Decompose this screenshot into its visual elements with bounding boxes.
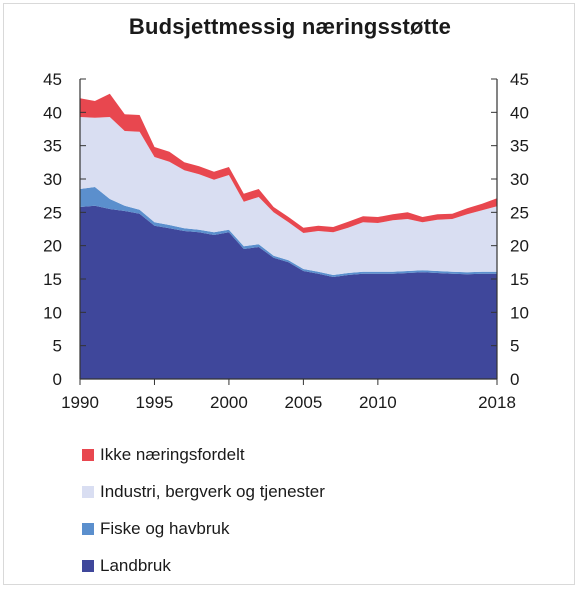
y-tick-label-left: 45	[43, 70, 62, 89]
legend-item: Ikke næringsfordelt	[82, 436, 325, 473]
area-series	[80, 117, 497, 275]
y-tick-label-left: 20	[43, 237, 62, 256]
x-tick-label: 2018	[478, 393, 516, 412]
legend-swatch	[82, 559, 94, 572]
y-tick-label-right: 40	[510, 103, 529, 122]
chart-title: Budsjettmessig næringsstøtte	[128, 14, 452, 39]
y-tick-label-right: 10	[510, 303, 529, 322]
y-tick-label-right: 5	[510, 337, 519, 356]
legend-label: Landbruk	[100, 555, 171, 575]
y-tick-label-right: 25	[510, 203, 529, 222]
legend-item: Fiske og havbruk	[82, 510, 325, 547]
y-tick-label-left: 35	[43, 137, 62, 156]
y-tick-label-left: 15	[43, 270, 62, 289]
legend: Ikke næringsfordelt Industri, bergverk o…	[82, 436, 325, 584]
legend-swatch	[82, 522, 94, 535]
legend-item: Industri, bergverk og tjenester	[82, 473, 325, 510]
y-tick-label-right: 15	[510, 270, 529, 289]
chart-frame	[3, 3, 575, 585]
legend-item: Landbruk	[82, 547, 325, 584]
legend-label: Ikke næringsfordelt	[100, 444, 245, 464]
x-tick-label: 2000	[210, 393, 248, 412]
y-tick-label-right: 35	[510, 137, 529, 156]
tick-labels-group: 0 0 5 5 10 10 15 15 20 20 25 25 30 30 35 35 40 40 45 45 1990…	[43, 70, 529, 412]
y-tick-label-left: 25	[43, 203, 62, 222]
y-tick-label-right: 0	[510, 370, 519, 389]
y-tick-label-left: 10	[43, 303, 62, 322]
y-tick-label-left: 5	[53, 337, 62, 356]
x-tick-label: 2005	[284, 393, 322, 412]
area-series-group	[80, 93, 497, 379]
x-tick-label: 1990	[61, 393, 99, 412]
x-tick-label: 1995	[136, 393, 174, 412]
legend-swatch	[82, 448, 94, 461]
y-tick-label-left: 40	[43, 103, 62, 122]
x-tick-label: 2010	[359, 393, 397, 412]
y-tick-label-right: 30	[510, 170, 529, 189]
y-tick-label-right: 45	[510, 70, 529, 89]
y-tick-label-left: 30	[43, 170, 62, 189]
legend-label: Fiske og havbruk	[100, 518, 230, 538]
axes-group	[79, 78, 498, 385]
area-series	[80, 205, 497, 379]
legend-label: Industri, bergverk og tjenester	[100, 481, 325, 501]
y-tick-label-left: 0	[53, 370, 62, 389]
legend-swatch	[82, 485, 94, 498]
y-tick-label-right: 20	[510, 237, 529, 256]
